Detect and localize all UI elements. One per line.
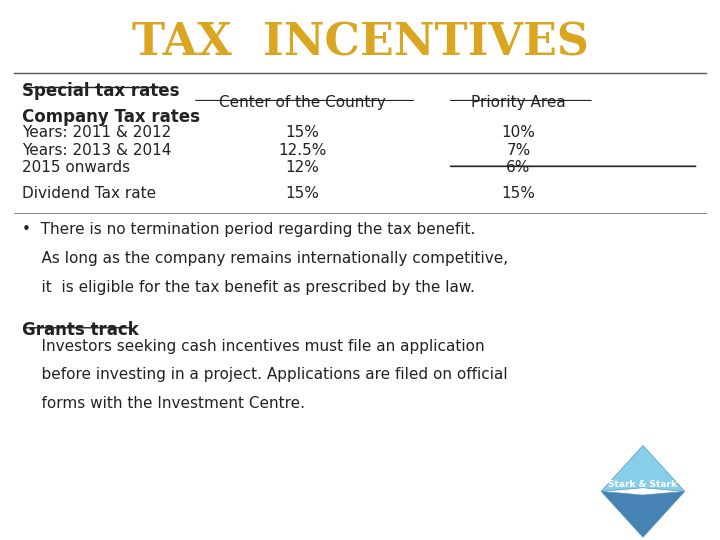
- Polygon shape: [601, 446, 685, 491]
- Text: 12%: 12%: [285, 160, 320, 175]
- Text: 6%: 6%: [506, 160, 531, 175]
- Text: Grants track: Grants track: [22, 321, 138, 339]
- Text: 15%: 15%: [285, 125, 320, 140]
- Text: 10%: 10%: [501, 125, 536, 140]
- Text: •  There is no termination period regarding the tax benefit.: • There is no termination period regardi…: [22, 222, 475, 238]
- Text: Years: 2013 & 2014: Years: 2013 & 2014: [22, 143, 171, 158]
- Text: 7%: 7%: [506, 143, 531, 158]
- Text: Priority Area: Priority Area: [471, 94, 566, 110]
- Text: 12.5%: 12.5%: [278, 143, 327, 158]
- Polygon shape: [601, 491, 685, 537]
- Text: Special tax rates: Special tax rates: [22, 82, 179, 100]
- Text: Center of the Country: Center of the Country: [219, 94, 386, 110]
- Text: 15%: 15%: [501, 186, 536, 201]
- Text: forms with the Investment Centre.: forms with the Investment Centre.: [22, 396, 305, 411]
- Text: it  is eligible for the tax benefit as prescribed by the law.: it is eligible for the tax benefit as pr…: [22, 280, 474, 295]
- Text: As long as the company remains internationally competitive,: As long as the company remains internati…: [22, 251, 508, 266]
- Text: before investing in a project. Applications are filed on official: before investing in a project. Applicati…: [22, 367, 507, 382]
- Text: TAX  INCENTIVES: TAX INCENTIVES: [132, 22, 588, 65]
- Text: Investors seeking cash incentives must file an application: Investors seeking cash incentives must f…: [22, 339, 485, 354]
- Text: Company Tax rates: Company Tax rates: [22, 108, 199, 126]
- Text: Years: 2011 & 2012: Years: 2011 & 2012: [22, 125, 171, 140]
- Text: 15%: 15%: [285, 186, 320, 201]
- Text: Dividend Tax rate: Dividend Tax rate: [22, 186, 156, 201]
- Text: 2015 onwards: 2015 onwards: [22, 160, 130, 175]
- Text: Stark & Stark: Stark & Stark: [608, 481, 678, 489]
